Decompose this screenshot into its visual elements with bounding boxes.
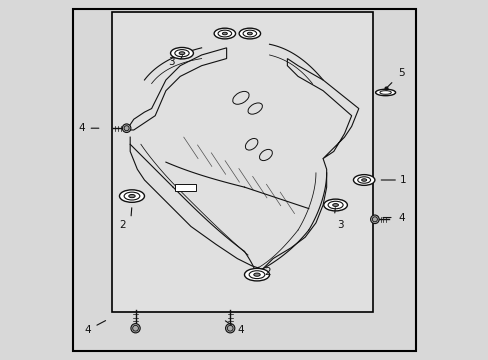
- Ellipse shape: [361, 179, 366, 181]
- Text: 2: 2: [264, 267, 270, 277]
- Circle shape: [225, 324, 234, 333]
- Ellipse shape: [332, 203, 338, 206]
- Circle shape: [122, 124, 131, 132]
- Ellipse shape: [253, 273, 260, 276]
- Ellipse shape: [179, 52, 184, 55]
- FancyBboxPatch shape: [112, 12, 372, 312]
- Text: 4: 4: [84, 325, 90, 335]
- Ellipse shape: [323, 199, 346, 211]
- Circle shape: [370, 215, 378, 224]
- FancyBboxPatch shape: [73, 9, 415, 351]
- Text: 4: 4: [398, 212, 404, 222]
- Text: 1: 1: [399, 175, 406, 185]
- Ellipse shape: [244, 269, 269, 281]
- Text: 3: 3: [337, 220, 344, 230]
- Ellipse shape: [239, 28, 260, 39]
- Ellipse shape: [353, 175, 374, 185]
- Text: 4: 4: [79, 123, 85, 133]
- Text: 4: 4: [237, 325, 244, 335]
- Text: 5: 5: [398, 68, 404, 78]
- Ellipse shape: [214, 28, 235, 39]
- Ellipse shape: [128, 194, 135, 198]
- Text: 3: 3: [167, 57, 174, 67]
- Ellipse shape: [222, 32, 227, 35]
- FancyBboxPatch shape: [175, 184, 196, 191]
- Ellipse shape: [119, 190, 144, 202]
- Circle shape: [131, 324, 140, 333]
- Ellipse shape: [247, 32, 252, 35]
- Text: 2: 2: [120, 220, 126, 230]
- Ellipse shape: [375, 89, 395, 96]
- Ellipse shape: [170, 48, 193, 59]
